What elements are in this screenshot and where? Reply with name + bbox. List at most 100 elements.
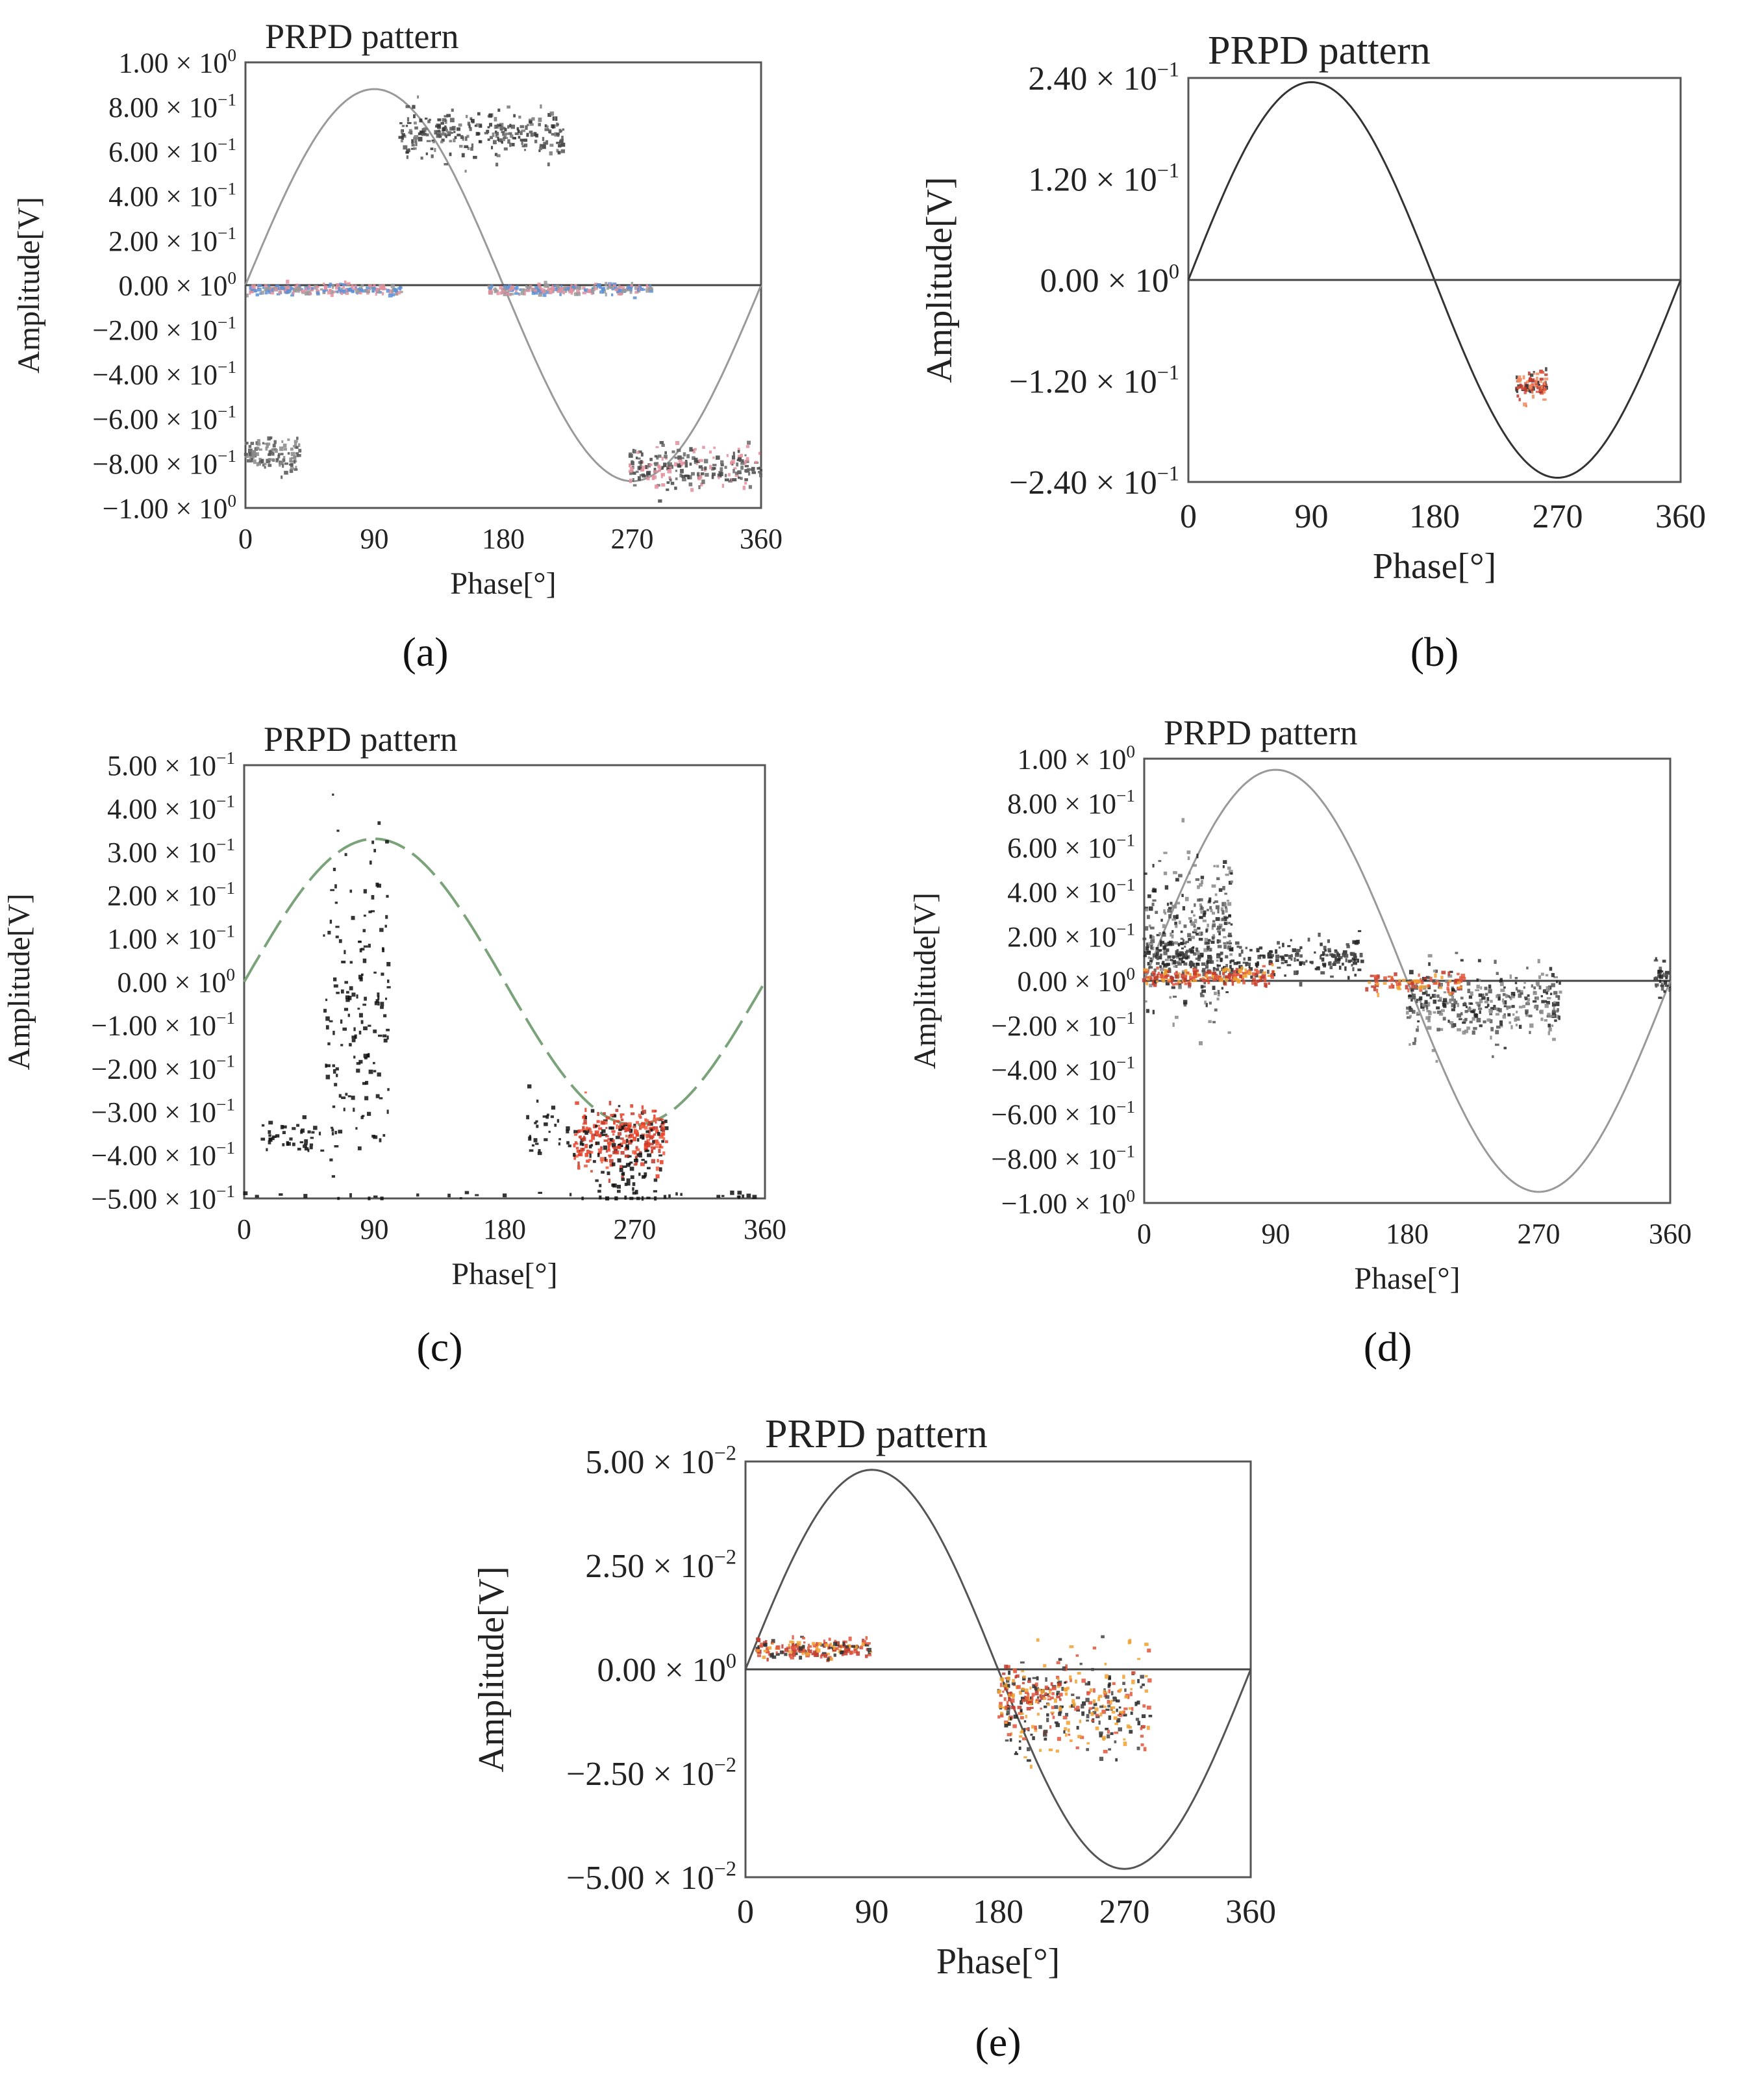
data-point <box>1144 970 1149 973</box>
data-point <box>645 1149 649 1152</box>
data-point <box>618 288 621 292</box>
data-point <box>1269 959 1272 964</box>
data-point <box>441 138 445 142</box>
data-point <box>792 1641 795 1645</box>
data-point <box>1149 959 1153 963</box>
data-point <box>1544 377 1549 381</box>
data-point <box>1210 909 1213 913</box>
data-point <box>1148 977 1153 980</box>
data-point <box>1503 1005 1507 1007</box>
data-point <box>634 1130 639 1133</box>
data-point <box>618 1105 621 1107</box>
data-point <box>1209 976 1212 980</box>
data-point <box>1204 937 1209 942</box>
data-point <box>597 1111 599 1117</box>
data-point <box>1181 894 1184 897</box>
data-point <box>1199 978 1203 980</box>
data-point <box>1032 1736 1035 1740</box>
data-point <box>734 475 739 477</box>
data-point <box>635 470 639 474</box>
data-point <box>601 1121 605 1125</box>
data-point <box>1171 955 1176 959</box>
data-point <box>1141 1714 1146 1718</box>
data-point <box>645 285 649 289</box>
data-point <box>692 456 695 460</box>
data-point <box>1439 996 1442 1000</box>
data-point <box>1662 972 1665 978</box>
data-point <box>1187 856 1190 861</box>
data-point <box>1433 999 1437 1004</box>
data-point <box>630 284 633 287</box>
data-point <box>1190 910 1194 914</box>
data-point <box>353 288 357 290</box>
data-point <box>666 488 670 491</box>
data-point <box>630 1112 635 1115</box>
data-point <box>1184 945 1186 948</box>
data-point <box>363 889 367 894</box>
data-point <box>513 137 516 140</box>
data-point <box>1476 1002 1481 1006</box>
data-point <box>1290 954 1293 958</box>
data-point <box>1034 1691 1039 1696</box>
data-point <box>1034 1682 1038 1687</box>
y-tick-label: −2.40 × 10−1 <box>1009 461 1179 501</box>
data-point <box>1054 1705 1058 1709</box>
data-point <box>603 1139 608 1142</box>
data-point <box>1009 1738 1012 1742</box>
data-point <box>296 1124 300 1127</box>
data-point <box>620 1119 624 1121</box>
data-point <box>1549 993 1553 996</box>
data-point <box>720 460 724 464</box>
data-point <box>279 1193 283 1196</box>
data-point <box>405 125 408 127</box>
data-point <box>1225 908 1228 913</box>
data-point <box>1020 1708 1023 1714</box>
data-point <box>1006 1701 1009 1705</box>
data-point <box>646 1139 650 1142</box>
data-point <box>1655 976 1657 981</box>
data-point <box>488 114 493 118</box>
data-point <box>1206 961 1209 965</box>
data-point <box>639 466 643 470</box>
data-point <box>335 286 340 290</box>
data-point <box>1068 1728 1070 1732</box>
data-point <box>335 935 339 939</box>
data-point <box>1332 954 1336 958</box>
data-point <box>336 829 340 832</box>
data-point <box>361 973 364 976</box>
data-point <box>1464 1030 1468 1033</box>
data-point <box>1207 924 1209 928</box>
data-point <box>1277 941 1280 945</box>
data-point <box>1334 959 1338 963</box>
data-point <box>368 1069 373 1074</box>
data-point <box>420 131 425 134</box>
data-point <box>1042 1697 1047 1700</box>
data-point <box>1489 1013 1493 1016</box>
data-point <box>1197 885 1200 889</box>
data-point <box>668 464 670 468</box>
data-point <box>457 133 461 136</box>
data-point <box>462 138 464 141</box>
data-point <box>1142 1725 1146 1728</box>
data-point <box>1497 996 1501 1000</box>
data-point <box>614 1150 620 1155</box>
data-point <box>1407 988 1410 993</box>
data-point <box>1209 905 1212 909</box>
data-point <box>1507 1013 1511 1017</box>
data-point <box>268 1120 273 1125</box>
data-point <box>826 1652 830 1655</box>
data-point <box>279 463 281 467</box>
data-point <box>1490 1007 1494 1011</box>
data-point <box>1192 923 1196 926</box>
data-point <box>828 1638 831 1641</box>
data-point <box>582 1130 587 1133</box>
data-point <box>1020 1716 1024 1719</box>
data-point <box>381 972 384 976</box>
data-point <box>564 289 568 293</box>
data-point <box>554 132 557 137</box>
data-point <box>1199 916 1202 918</box>
data-point <box>298 449 302 453</box>
data-point <box>268 458 271 463</box>
data-point <box>563 286 568 289</box>
data-point <box>414 140 417 144</box>
